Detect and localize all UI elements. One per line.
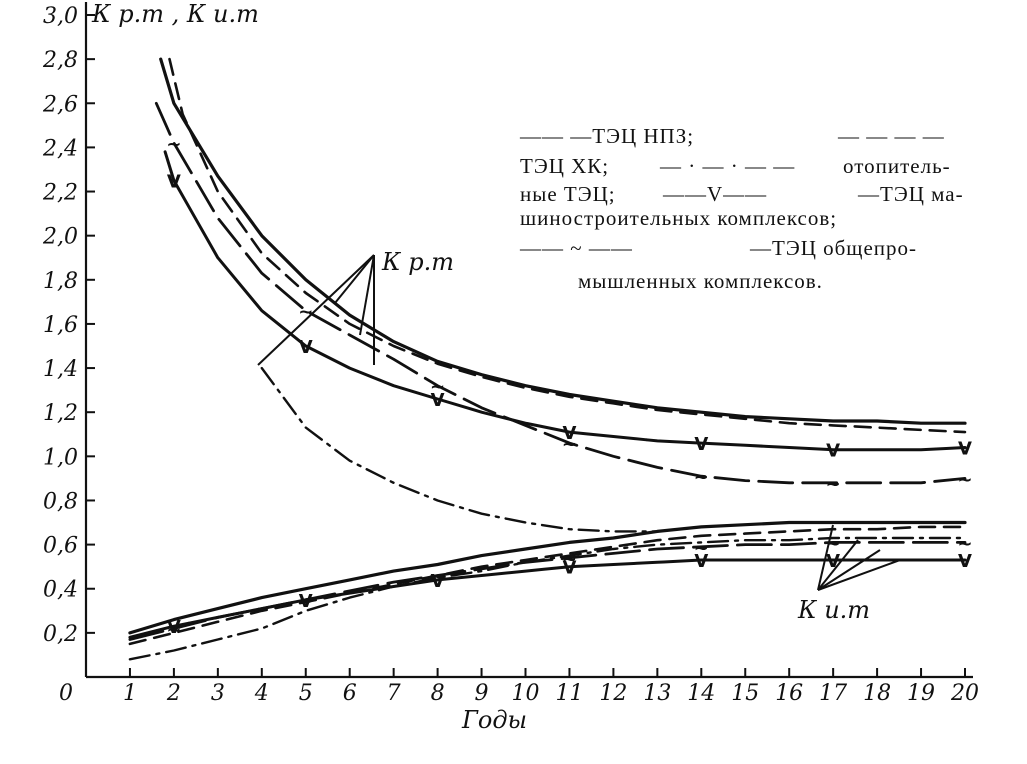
annotation-kp: К р.т (381, 248, 454, 276)
marker-v: V (826, 441, 840, 462)
legend-line-2c: отопитель- (843, 154, 951, 178)
marker-v: V (958, 439, 972, 460)
x-tick-label: 20 (950, 681, 979, 706)
y-tick-label: 1,4 (43, 357, 78, 382)
y-tick-label: 3,0 (43, 4, 78, 29)
marker-tilde: ~ (957, 533, 972, 554)
legend-line-5: —— ~ —— (519, 236, 633, 260)
x-tick-label: 11 (555, 681, 583, 706)
marker-tilde: ~ (166, 134, 181, 155)
series-ki-dash (128, 525, 967, 646)
x-tick-label: 5 (299, 681, 313, 706)
annotation-layer (257, 254, 901, 591)
marker-tilde: ~ (430, 566, 445, 587)
legend-line-4: шиностроительных комплексов; (520, 206, 837, 230)
marker-v: V (958, 551, 972, 572)
x-tick-label: 12 (599, 681, 627, 706)
axes: 0 1 2 3 4 5 6 7 8 9 10 11 12 13 14 15 16 17 18 19 200,20,40,… (42, 2, 979, 706)
marker-v: V (299, 591, 313, 612)
ki-leader-line (817, 539, 859, 591)
ki-leader-line (817, 549, 881, 591)
marker-v: V (167, 172, 181, 193)
y-tick-label: 0,6 (43, 534, 78, 559)
y-tick-label: 0,4 (43, 578, 78, 603)
legend-line-5b: —ТЭЦ общепро- (749, 236, 917, 260)
legend-line-2: ТЭЦ ХК; (520, 154, 609, 178)
x-tick-label: 19 (907, 681, 935, 706)
y-tick-label: 0,8 (43, 489, 78, 514)
ki-leader-line (817, 524, 834, 591)
annotation-ki: К и.т (797, 596, 870, 624)
legend: —— —ТЭЦ НПЗ; — — — — ТЭЦ ХК; — · — · — —… (519, 124, 964, 293)
y-tick-label: 1,8 (43, 269, 78, 294)
marker-tilde: ~ (562, 549, 577, 570)
x-tick-label: 1 (123, 681, 137, 706)
series-kp-tilde (154, 101, 967, 485)
legend-line-3c: —ТЭЦ ма- (857, 182, 964, 206)
kp-leader-line (359, 254, 375, 336)
marker-v: V (431, 390, 445, 411)
x-tick-label: 15 (731, 681, 759, 706)
marker-tilde: ~ (826, 474, 841, 495)
y-tick-label: 0,2 (43, 622, 78, 647)
kp-leader-line (334, 254, 375, 304)
series-kp-v (163, 150, 967, 452)
marker-tilde: ~ (957, 469, 972, 490)
legend-line-2b: — · — · — — (659, 154, 795, 178)
y-tick-label: 2,2 (42, 181, 78, 206)
y-tick-label: 2,4 (42, 136, 78, 161)
x-tick-label: 3 (211, 681, 225, 706)
legend-line-6: мышленных комплексов. (578, 269, 823, 293)
x-tick-label: 17 (819, 681, 847, 706)
marker-v: V (431, 571, 445, 592)
x-tick-label: 2 (166, 681, 181, 706)
ki-leader-line (817, 559, 901, 591)
x-tick-label: 9 (475, 681, 489, 706)
x-tick-label: 0 (59, 681, 73, 706)
x-tick-label: 6 (343, 681, 357, 706)
x-tick-label: 8 (431, 681, 445, 706)
x-tick-label: 7 (387, 681, 401, 706)
kp-leader-line (257, 254, 375, 366)
y-axis-title: К р.т , К и.т (91, 0, 259, 28)
legend-line-1: —— —ТЭЦ НПЗ; (519, 124, 694, 148)
x-axis-title: Годы (461, 706, 527, 734)
marker-v: V (694, 551, 708, 572)
y-tick-label: 1,6 (43, 313, 78, 338)
marker-v: V (299, 337, 313, 358)
legend-line-3: ные ТЭЦ; (520, 182, 616, 206)
series-ki-dashdot (128, 536, 967, 661)
x-tick-label: 4 (254, 681, 269, 706)
x-tick-label: 13 (643, 681, 671, 706)
y-tick-label: 2,6 (42, 92, 78, 117)
marker-tilde: ~ (430, 377, 445, 398)
y-tick-label: 2,0 (42, 225, 78, 250)
marker-tilde: ~ (562, 434, 577, 455)
marker-v: V (562, 558, 576, 579)
marker-tilde: ~ (694, 538, 709, 559)
y-tick-label: 1,2 (43, 401, 78, 426)
x-tick-label: 16 (775, 681, 803, 706)
x-tick-label: 10 (512, 681, 540, 706)
series-kp-solid (159, 57, 967, 425)
series-kp-dashdot (260, 366, 659, 533)
y-tick-label: 2,8 (42, 48, 78, 73)
y-tick-label: 1,0 (43, 445, 78, 470)
x-tick-label: 14 (687, 681, 715, 706)
marker-tilde: ~ (694, 467, 709, 488)
legend-line-3b: ——V—— (662, 182, 767, 206)
legend-line-1b: — — — — (837, 124, 945, 148)
x-tick-label: 18 (863, 681, 891, 706)
series-kp-dash (168, 57, 967, 434)
marker-v: V (694, 434, 708, 455)
marker-v: V (562, 423, 576, 444)
marker-v: V (167, 617, 181, 638)
marker-v: V (826, 551, 840, 572)
series-ki-solid (128, 520, 967, 635)
